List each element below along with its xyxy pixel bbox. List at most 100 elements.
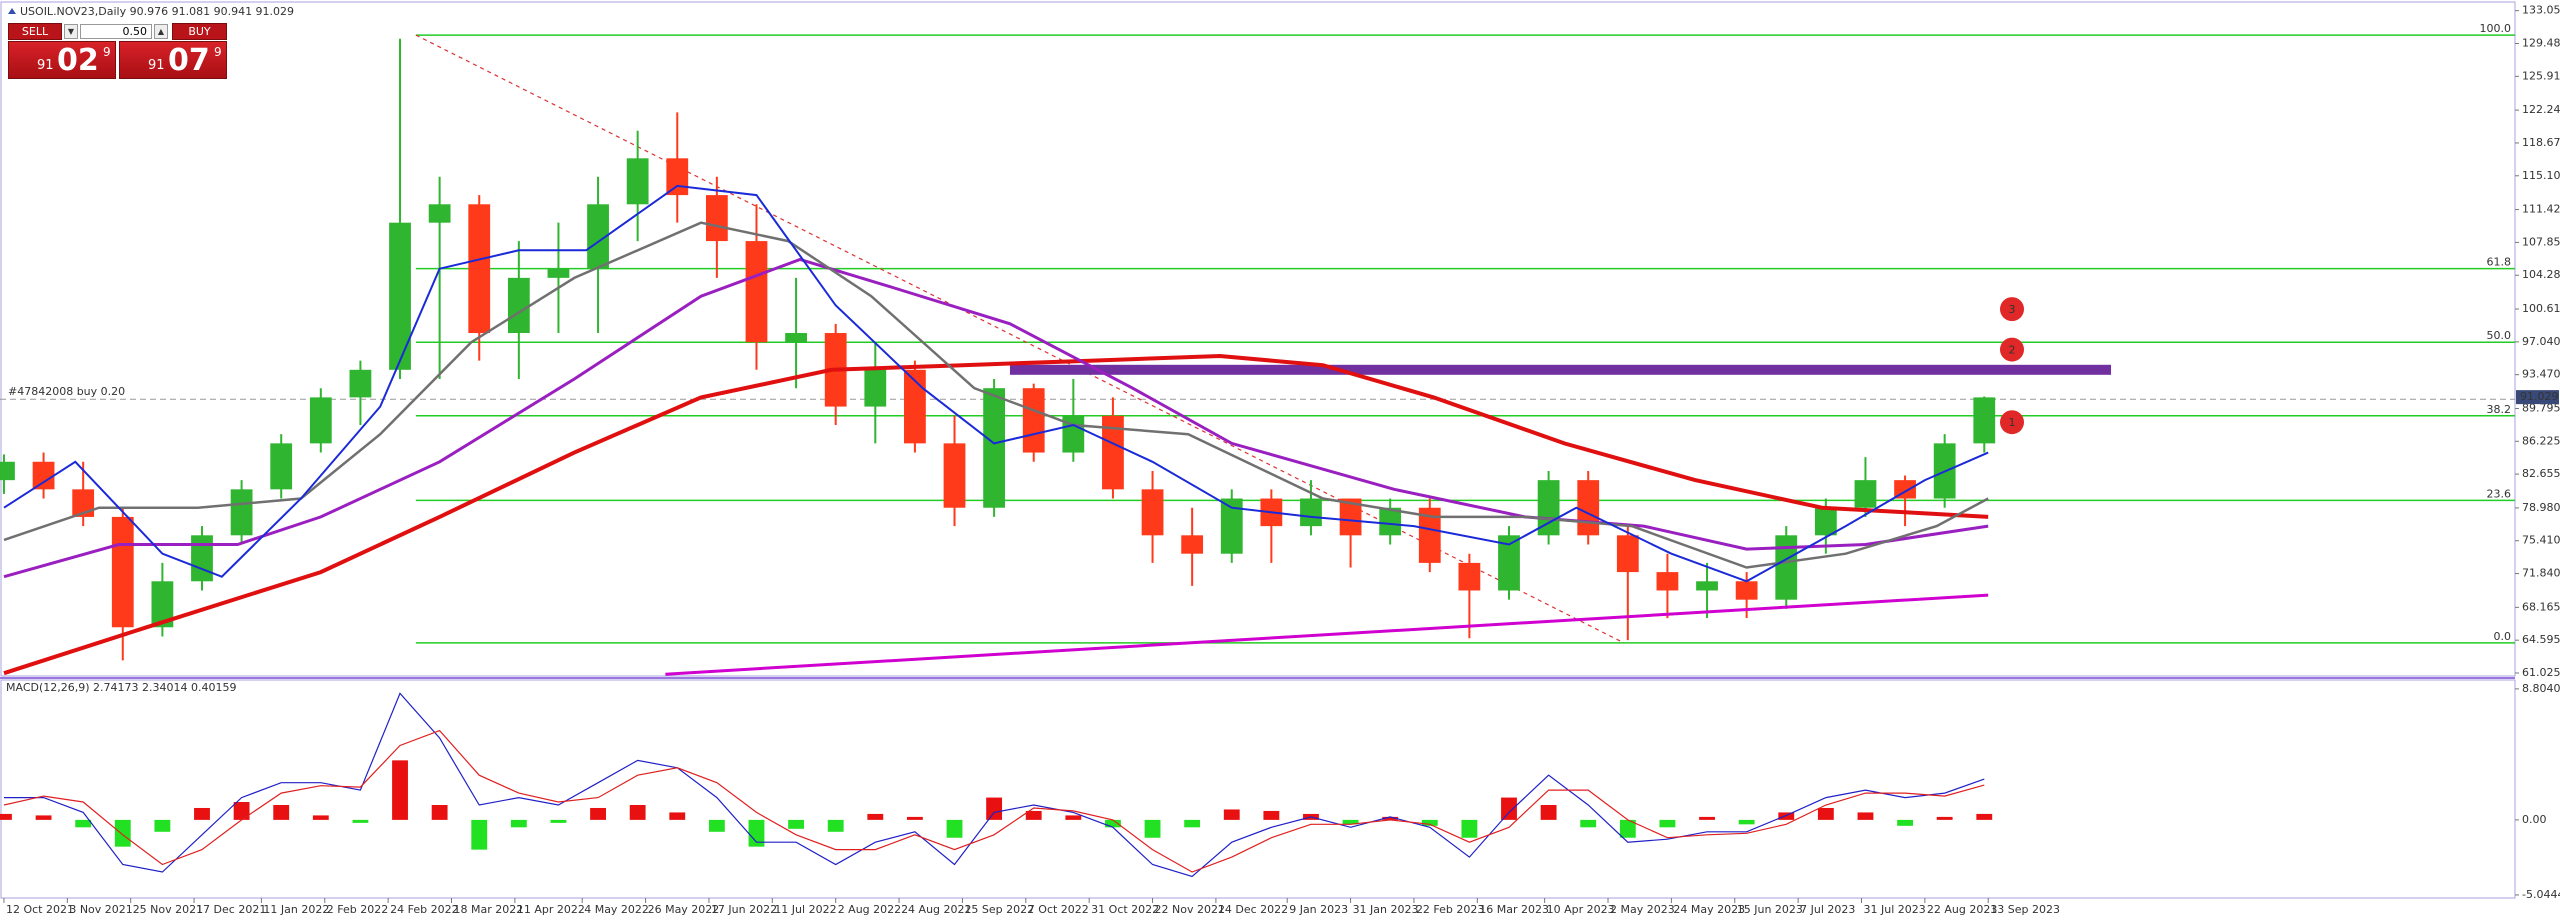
resistance-zone: [1009, 364, 2112, 375]
buy-button[interactable]: BUY: [172, 23, 227, 40]
macd-histogram: [1976, 813, 1993, 820]
macd-histogram: [1619, 819, 1636, 838]
candle-body: [705, 195, 728, 242]
y-tick-label: 68.165: [2522, 600, 2560, 613]
y-tick-label: 133.055: [2522, 4, 2560, 17]
macd-histogram: [1857, 812, 1874, 820]
y-tick-label: -5.04444: [2522, 888, 2560, 901]
macd-histogram: [1421, 819, 1438, 826]
macd-histogram: [1223, 809, 1240, 820]
candle-body: [626, 158, 649, 205]
y-tick-label: 118.670: [2522, 136, 2560, 149]
collapse-icon[interactable]: [8, 8, 16, 14]
volume-input[interactable]: 0.50: [80, 24, 152, 39]
y-tick-label: 86.225: [2522, 434, 2560, 447]
x-tick-label: 24 Feb 2022: [390, 903, 458, 916]
macd-histogram: [194, 807, 210, 820]
macd-histogram: [669, 812, 686, 820]
macd-histogram: [1382, 816, 1399, 820]
fib-label: 50.0: [2487, 329, 2512, 342]
x-tick-label: 17 Dec 2021: [196, 903, 266, 916]
main-frame: [0, 1, 2516, 677]
candle-body: [666, 158, 689, 196]
candle-body: [745, 241, 768, 343]
candle-body: [1300, 498, 1322, 527]
candle-body: [1616, 535, 1639, 573]
marker: [2000, 297, 2024, 322]
macd-histogram: [590, 807, 606, 820]
x-tick-label: 15 Jun 2023: [1737, 903, 1803, 916]
y-tick-label: 129.485: [2522, 37, 2560, 50]
y-tick-label: 75.410: [2522, 534, 2560, 547]
macd-histogram: [273, 804, 290, 820]
macd-histogram: [1184, 819, 1201, 828]
buy-price-mid: 07: [168, 43, 210, 78]
macd-histogram: [1897, 819, 1913, 826]
volume-down[interactable]: ▼: [64, 24, 78, 39]
macd-line: [4, 692, 1985, 878]
x-tick-label: 11 Apr 2022: [517, 903, 585, 916]
candle-body: [0, 461, 15, 481]
macd-title: MACD(12,26,9) 2.74173 2.34014 0.40159: [6, 681, 237, 694]
x-tick-label: 11 Jul 2022: [774, 903, 836, 916]
candle-body: [1458, 562, 1481, 591]
candle-body: [270, 443, 293, 490]
x-tick-label: 24 Aug 2022: [901, 903, 971, 916]
macd-histogram: [352, 819, 369, 823]
macd-histogram: [1144, 819, 1161, 838]
x-tick-label: 10 Apr 2023: [1547, 903, 1615, 916]
moving-average: [3, 353, 1989, 676]
sell-price[interactable]: 91 02 9: [8, 41, 116, 79]
macd-histogram: [1461, 819, 1478, 838]
candle-body: [1181, 535, 1204, 554]
candle-body: [151, 581, 174, 628]
candle-body: [309, 397, 332, 444]
macd-histogram: [233, 802, 250, 820]
sell-price-big: 91: [37, 58, 54, 73]
x-tick-label: 22 Feb 2023: [1416, 903, 1484, 916]
x-tick-label: 3 Nov 2021: [69, 903, 132, 916]
order-label: #47842008 buy 0.20: [8, 385, 125, 398]
x-tick-label: 25 Nov 2021: [133, 903, 203, 916]
fib-label: 61.8: [2487, 256, 2512, 269]
y-tick-label: 78.980: [2522, 501, 2560, 514]
candle-body: [230, 489, 253, 536]
current-price-box: [2516, 390, 2559, 405]
x-tick-label: 31 Jan 2023: [1353, 903, 1419, 916]
candle-body: [983, 388, 1006, 508]
macd-histogram: [1105, 819, 1121, 828]
candle-body: [349, 369, 372, 398]
x-tick-label: 7 Jul 2023: [1800, 903, 1855, 916]
candle-body: [943, 443, 966, 508]
x-tick-label: 31 Jul 2023: [1863, 903, 1925, 916]
sell-button[interactable]: SELL: [8, 23, 62, 40]
candle-body: [1973, 397, 1996, 444]
fib-label: 100.0: [2480, 22, 2512, 35]
macd-histogram: [114, 819, 131, 847]
sell-price-sup: 9: [103, 45, 111, 59]
fib-label: 0.0: [2494, 630, 2512, 643]
macd-histogram: [431, 804, 448, 820]
macd-histogram: [154, 819, 171, 832]
macd-histogram: [906, 816, 923, 820]
buy-price-sup: 9: [214, 45, 222, 59]
candle-body: [1379, 507, 1402, 536]
candle-body: [1577, 480, 1600, 536]
volume-up[interactable]: ▲: [154, 24, 168, 39]
macd-histogram: [748, 819, 765, 847]
macd-histogram: [1540, 804, 1557, 820]
macd-histogram: [788, 819, 805, 829]
current-price-label: 91.029: [2520, 390, 2559, 403]
candle-body: [468, 204, 491, 334]
macd-histogram: [986, 797, 1003, 820]
candle-body: [1418, 507, 1441, 563]
y-tick-label: 89.795: [2522, 401, 2560, 414]
candle-body: [785, 333, 807, 343]
candle-body: [1498, 535, 1520, 591]
buy-price[interactable]: 91 07 9: [119, 41, 227, 79]
candle-body: [507, 277, 530, 334]
candle-body: [1656, 572, 1679, 591]
